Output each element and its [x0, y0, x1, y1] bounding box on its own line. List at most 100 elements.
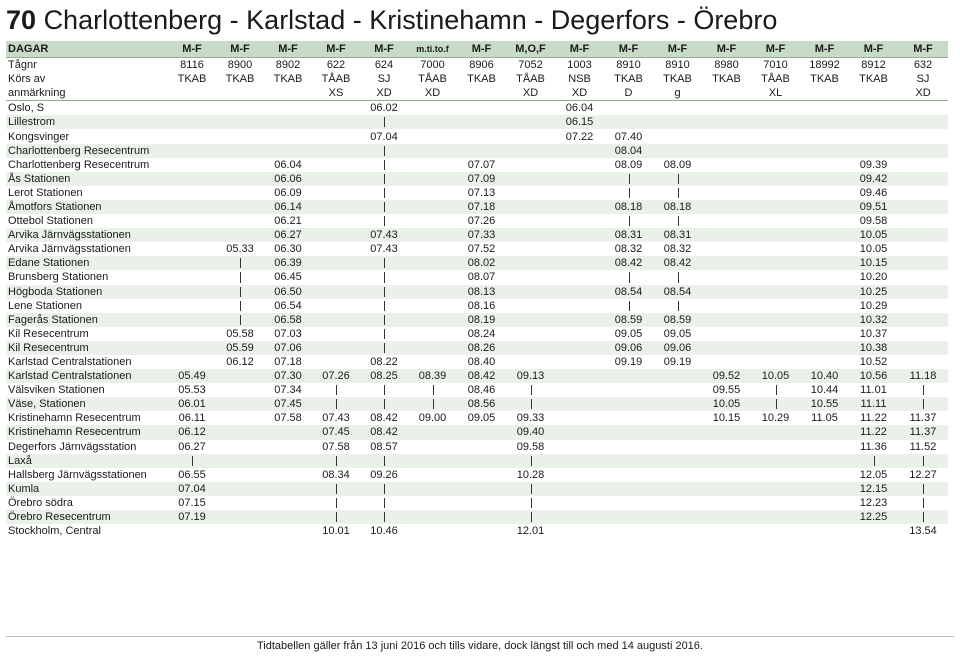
pass-through-marker — [408, 383, 457, 397]
pass-through-marker — [360, 115, 408, 130]
time-cell: 09.58 — [859, 215, 888, 228]
time-cell — [800, 284, 849, 299]
time-cell — [506, 284, 555, 299]
station-name: Stockholm, Central — [8, 525, 101, 538]
time-cell: 11.37 — [909, 412, 937, 425]
pass-through-marker — [360, 299, 408, 313]
time-cell: 09.40 — [506, 425, 555, 440]
time-cell — [604, 101, 653, 116]
operator-row-cell: TKAB — [273, 73, 303, 86]
time-cell — [702, 440, 751, 454]
time-cell — [898, 171, 948, 186]
time-cell — [506, 171, 555, 186]
time-cell — [555, 383, 604, 397]
time-cell — [800, 242, 849, 256]
station-row: Stockholm, Central 10.01 10.46 12.01 13.54 — [6, 524, 948, 538]
station-name: Ås Stationen — [6, 171, 168, 186]
remark-row-label: anmärkning — [6, 86, 168, 102]
time-cell — [702, 143, 751, 158]
time-cell — [898, 143, 948, 158]
time-cell — [751, 299, 800, 313]
time-cell — [751, 524, 800, 538]
time-cell — [168, 101, 216, 116]
remark-row-cell — [264, 86, 312, 102]
time-cell: 09.46 — [859, 186, 888, 199]
time-cell — [898, 214, 948, 228]
time-cell: 07.34 — [274, 384, 302, 397]
time-cell — [751, 228, 800, 243]
station-row: Laxå — [6, 453, 948, 468]
operator-row-cell: SJ — [916, 73, 930, 86]
time-cell — [168, 129, 216, 143]
operator-row-cell: TKAB — [467, 73, 496, 86]
time-cell — [898, 299, 948, 313]
time-cell — [751, 129, 800, 143]
time-cell — [849, 129, 898, 143]
pass-through-marker — [360, 199, 408, 215]
time-cell — [555, 284, 604, 299]
time-cell: 08.34 — [322, 468, 350, 481]
time-cell — [751, 158, 800, 172]
time-cell — [555, 270, 604, 284]
time-cell — [216, 214, 264, 228]
time-cell: 12.01 — [516, 525, 545, 538]
pass-through-marker — [898, 453, 948, 468]
route-number: 70 — [6, 5, 37, 35]
time-cell — [555, 242, 604, 256]
time-cell: 07.04 — [370, 130, 398, 143]
time-cell: 08.04 — [604, 143, 653, 158]
pass-through-marker — [653, 299, 702, 313]
timetable: DAGAR M-F M-F M-F M-F M-F m.ti.to.f M-F M,O,F M-F… — [6, 41, 948, 538]
time-cell — [168, 524, 216, 538]
time-cell — [408, 101, 457, 116]
pass-through-marker — [653, 171, 702, 186]
time-cell — [264, 101, 312, 116]
pass-through-marker — [360, 481, 408, 496]
time-cell: 08.57 — [370, 440, 398, 453]
footer-divider — [6, 636, 954, 637]
time-cell — [702, 496, 751, 510]
time-cell — [264, 143, 312, 158]
time-cell — [751, 270, 800, 284]
time-cell — [506, 158, 555, 172]
time-cell: 09.06 — [604, 340, 653, 355]
time-cell — [702, 327, 751, 341]
remark-row-cell: XD — [408, 86, 457, 102]
time-cell — [408, 496, 457, 510]
time-cell: 11.01 — [860, 384, 887, 397]
time-cell — [702, 284, 751, 299]
station-row: Oslo, S 06.02 06.04 — [6, 101, 948, 116]
time-cell — [604, 524, 653, 538]
station-name: Kil Resecentrum — [6, 340, 168, 355]
time-cell: 10.15 — [712, 412, 741, 425]
time-cell — [216, 369, 264, 384]
time-cell — [800, 453, 849, 468]
time-cell: 06.11 — [178, 412, 206, 425]
time-cell: 10.55 — [800, 397, 849, 412]
days-row: DAGAR M-F M-F M-F M-F M-F m.ti.to.f M-F M,O,F M-F… — [6, 41, 948, 58]
time-cell — [506, 143, 555, 158]
time-cell — [312, 256, 360, 271]
time-cell — [216, 397, 264, 412]
time-cell — [555, 143, 604, 158]
time-cell — [702, 453, 751, 468]
time-cell — [457, 129, 506, 143]
pass-through-marker — [751, 397, 800, 412]
remark-row-cell — [800, 86, 849, 102]
time-cell — [751, 242, 800, 256]
time-cell — [751, 425, 800, 440]
time-cell — [457, 496, 506, 510]
pass-through-marker — [312, 496, 360, 510]
time-cell — [898, 270, 948, 284]
time-cell: 08.54 — [604, 284, 653, 299]
time-cell: 10.38 — [849, 340, 898, 355]
time-cell — [168, 199, 216, 215]
time-cell — [408, 129, 457, 143]
time-cell — [751, 312, 800, 327]
time-cell: 06.27 — [178, 440, 206, 453]
time-cell: 08.39 — [408, 369, 457, 384]
time-cell — [849, 524, 898, 538]
time-cell: 10.01 — [322, 525, 350, 538]
time-cell: 07.43 — [370, 243, 398, 256]
time-cell — [702, 299, 751, 313]
